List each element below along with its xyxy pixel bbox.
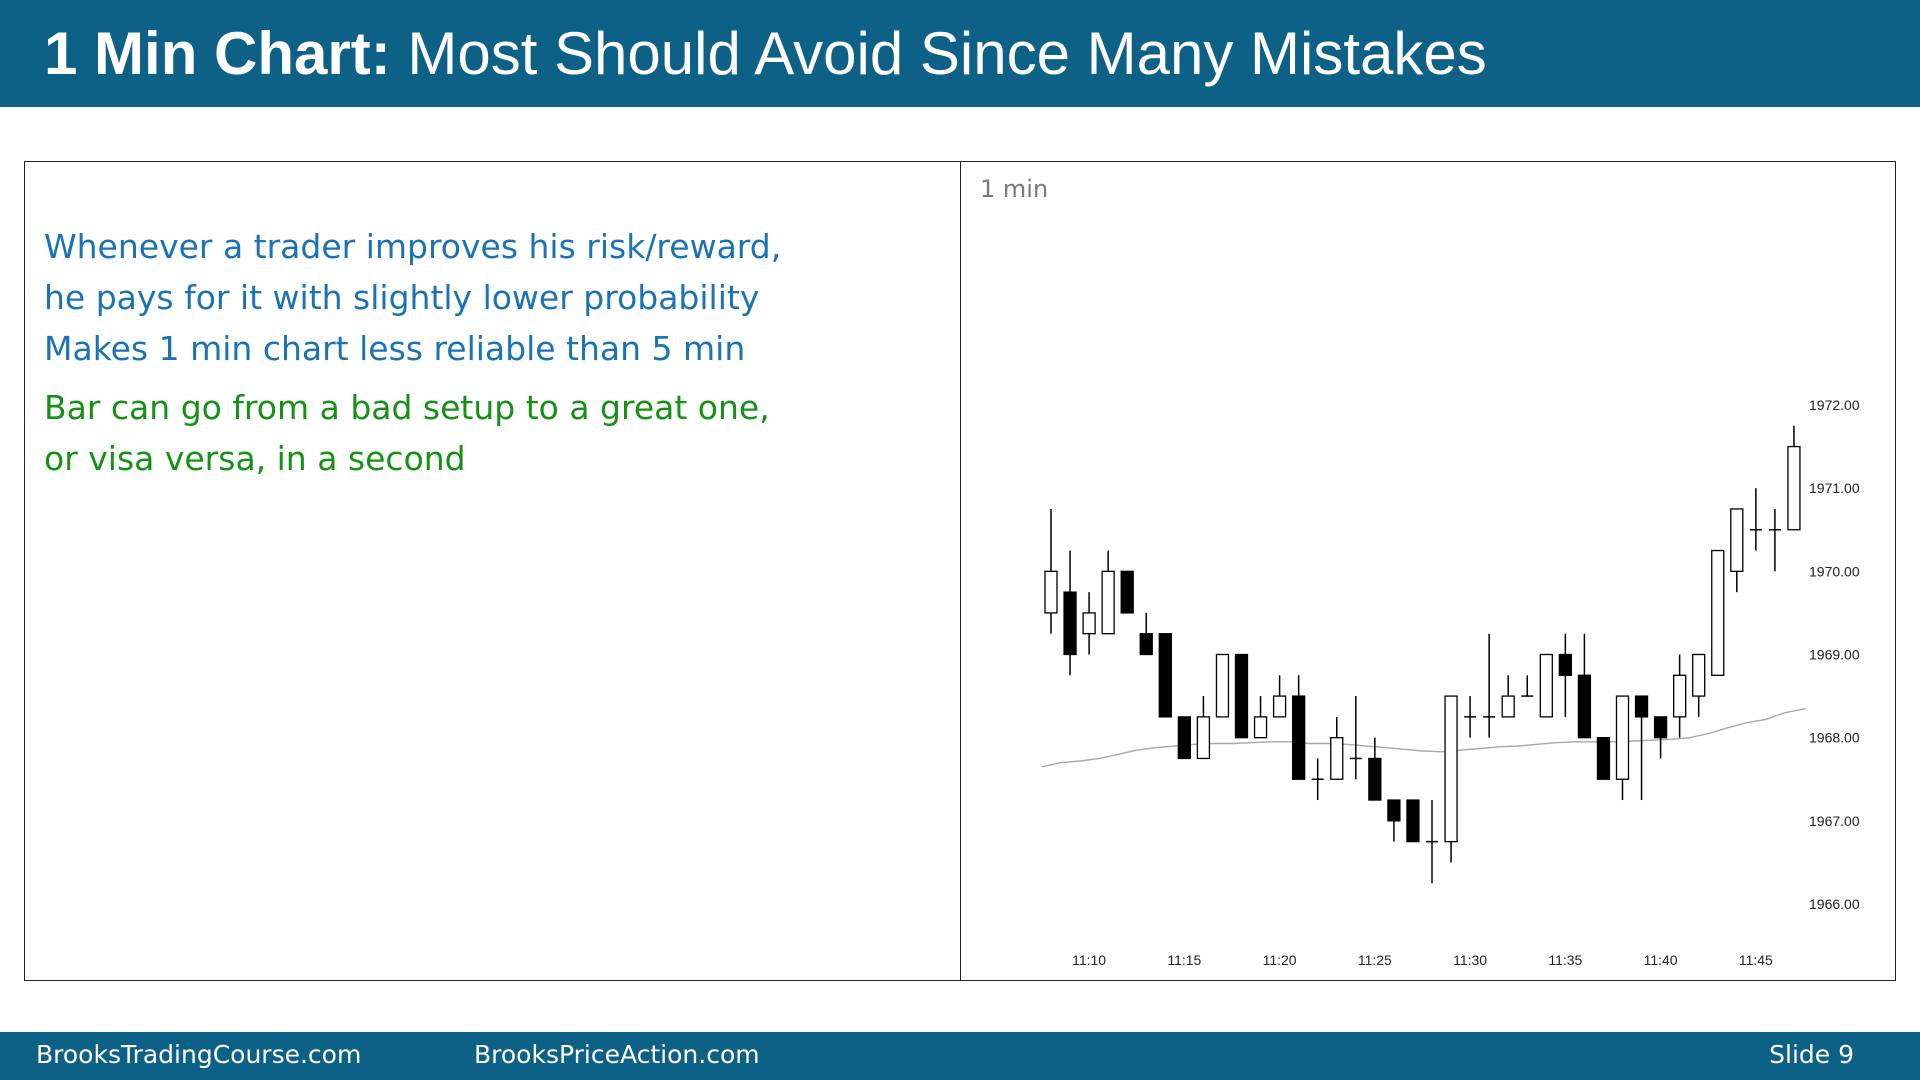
candle-bull	[1044, 570, 1058, 614]
candle-bear	[1291, 695, 1306, 780]
candle-bull	[1444, 695, 1458, 843]
candle-bear	[1558, 653, 1572, 676]
green-line: or visa versa, in a second	[44, 439, 466, 478]
candle-bear	[1406, 799, 1420, 843]
y-tick-label: 1970.00	[1809, 563, 1860, 579]
candle-bear	[1063, 591, 1077, 656]
chart-panel	[960, 161, 1896, 981]
y-tick-label: 1966.00	[1809, 896, 1860, 912]
candle-bull	[1539, 653, 1553, 718]
candle-bear	[1139, 633, 1153, 656]
candle-bear	[1653, 716, 1668, 739]
slide-title-bold: 1 Min Chart:	[44, 20, 391, 87]
candle-bear	[1596, 737, 1611, 780]
slide-number: Slide 9	[1769, 1040, 1854, 1069]
candle-bear	[1177, 716, 1192, 760]
y-tick-label: 1972.00	[1809, 397, 1860, 413]
candle-bear	[1387, 799, 1401, 822]
moving-average-line	[1041, 707, 1807, 768]
candle-bull	[1730, 508, 1744, 572]
candle-bull	[1101, 570, 1115, 635]
candle-bear	[1158, 633, 1172, 718]
candle-bull	[1272, 695, 1287, 718]
blue-line: Whenever a trader improves his risk/rewa…	[44, 227, 782, 266]
candle-bull	[1253, 716, 1268, 739]
x-tick-label: 11:15	[1167, 952, 1201, 968]
candle-bull	[1787, 445, 1801, 531]
green-text-block: Bar can go from a bad setup to a great o…	[44, 382, 770, 484]
slide-title: 1 Min Chart: Most Should Avoid Since Man…	[44, 14, 1487, 94]
candle-bull	[1082, 612, 1096, 635]
footer-site-2: BrooksPriceAction.com	[474, 1040, 760, 1069]
blue-line: he pays for it with slightly lower proba…	[44, 278, 760, 317]
y-tick-label: 1967.00	[1809, 813, 1860, 829]
candle-bear	[1368, 757, 1382, 801]
candle-bull	[1711, 549, 1725, 676]
y-tick-label: 1971.00	[1809, 480, 1860, 496]
candle-bear	[1234, 653, 1249, 739]
candlestick-chart: 1966.00 1967.00 1968.00 1969.00 1970.00 1971.…	[1041, 397, 1860, 968]
y-tick-label: 1969.00	[1809, 647, 1860, 663]
x-tick-label: 11:45	[1739, 952, 1773, 968]
x-tick-label: 11:30	[1453, 952, 1487, 968]
candle-bull	[1330, 737, 1344, 780]
candle-bull	[1692, 653, 1706, 697]
green-line: Bar can go from a bad setup to a great o…	[44, 388, 770, 427]
x-tick-label: 11:25	[1358, 952, 1392, 968]
slide-title-rest: Most Should Avoid Since Many Mistakes	[407, 20, 1487, 87]
candle-bear	[1577, 674, 1592, 739]
timeframe-label: 1 min	[980, 175, 1049, 203]
blue-text-block: Whenever a trader improves his risk/rewa…	[44, 221, 781, 374]
x-tick-label: 11:40	[1644, 952, 1678, 968]
blue-line: Makes 1 min chart less reliable than 5 m…	[44, 329, 746, 368]
candle-bull	[1501, 695, 1515, 718]
footer-site-1: BrooksTradingCourse.com	[36, 1040, 362, 1069]
x-tick-label: 11:20	[1263, 952, 1297, 968]
y-tick-label: 1968.00	[1809, 730, 1860, 746]
candle-bull	[1673, 674, 1687, 718]
candle-bear	[1634, 695, 1649, 718]
x-tick-label: 11:35	[1548, 952, 1582, 968]
candle-bull	[1615, 695, 1630, 780]
x-tick-label: 11:10	[1072, 952, 1106, 968]
footer-bar: BrooksTradingCourse.com BrooksPriceActio…	[0, 1032, 1920, 1080]
candle-bull	[1215, 653, 1230, 718]
candle-bull	[1196, 716, 1211, 760]
candle-bear	[1120, 570, 1134, 614]
title-bar: 1 Min Chart: Most Should Avoid Since Man…	[0, 0, 1920, 107]
